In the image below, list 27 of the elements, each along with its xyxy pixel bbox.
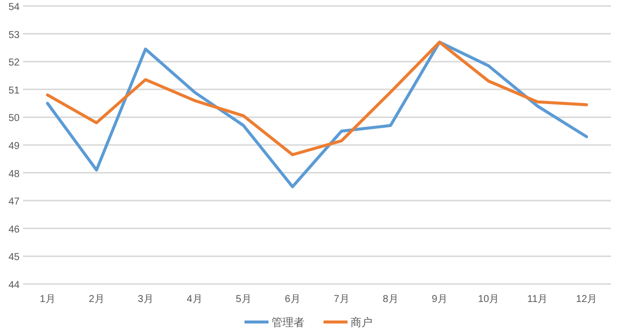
x-tick-label: 5月 — [236, 294, 252, 305]
x-tick-label: 3月 — [138, 294, 154, 305]
x-tick-label: 11月 — [527, 294, 548, 305]
x-tick-label: 12月 — [576, 294, 598, 305]
y-tick-label: 46 — [8, 224, 20, 236]
legend-label: 商户 — [350, 316, 372, 329]
x-tick-label: 10月 — [478, 294, 500, 305]
x-tick-label: 2月 — [88, 294, 104, 305]
x-tick-label: 8月 — [382, 294, 398, 305]
y-tick-label: 54 — [8, 2, 20, 13]
line-series — [46, 40, 588, 188]
y-tick-label: 49 — [8, 141, 20, 152]
x-tick-label: 9月 — [432, 294, 448, 305]
y-tick-label: 53 — [8, 30, 20, 41]
legend-label: 管理者 — [272, 316, 304, 329]
x-tick-label: 4月 — [186, 294, 202, 305]
line-series — [46, 40, 588, 156]
y-tick-label: 47 — [8, 196, 20, 208]
y-tick-label: 50 — [8, 113, 20, 124]
y-tick-label: 44 — [8, 280, 20, 291]
y-tick-label: 48 — [8, 168, 20, 180]
y-tick-label: 45 — [8, 252, 20, 264]
x-tick-label: 1月 — [40, 294, 56, 305]
x-tick-label: 7月 — [334, 294, 350, 305]
x-tick-label: 6月 — [284, 294, 300, 305]
y-tick-label: 52 — [8, 58, 20, 69]
y-tick-label: 51 — [8, 85, 20, 96]
